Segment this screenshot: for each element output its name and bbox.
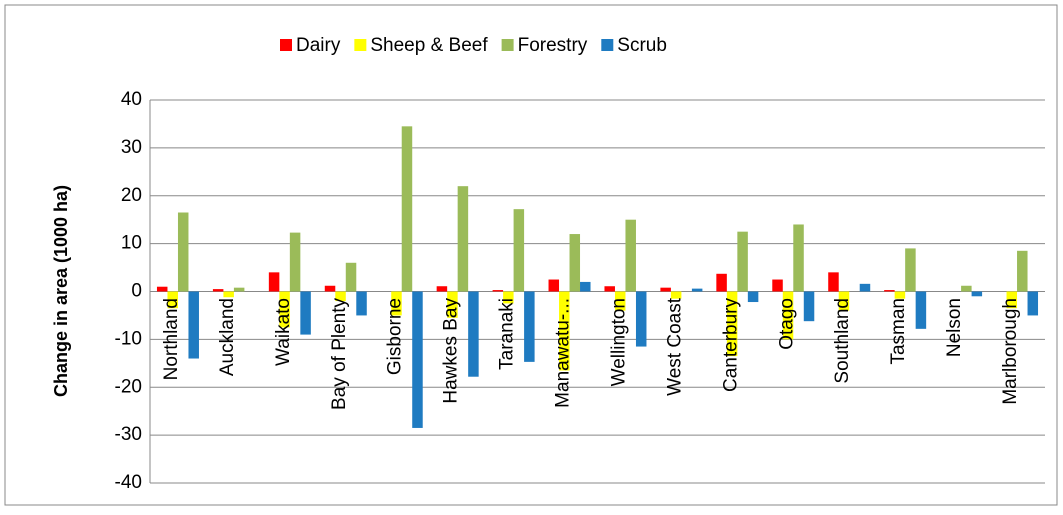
bar (279, 291, 290, 328)
bar (268, 272, 280, 292)
bar (716, 273, 727, 292)
y-tick-label: -20 (115, 376, 142, 397)
legend-label: Sheep & Beef (370, 35, 488, 56)
bar (961, 285, 972, 292)
bar (828, 272, 839, 292)
bar (188, 291, 199, 359)
bar (447, 291, 458, 318)
bar (391, 291, 402, 316)
bar (660, 287, 671, 292)
bar (356, 291, 367, 316)
x-tick-label: Otago (776, 298, 797, 350)
x-tick-label: Bay of Plenty (329, 298, 350, 410)
x-tick-label: Waikato (273, 298, 294, 366)
bar (492, 290, 504, 292)
bar (691, 288, 703, 292)
legend-swatch (280, 39, 292, 51)
bar (670, 291, 682, 299)
y-tick-label: -40 (115, 472, 142, 493)
y-tick-label: 10 (121, 233, 142, 254)
legend-label: Forestry (518, 35, 588, 56)
bar (884, 290, 895, 292)
x-tick-label: West Coast (664, 297, 685, 396)
bar (233, 287, 245, 292)
x-tick-label: Manawatu-... (553, 298, 574, 408)
x-tick-label: Auckland (217, 298, 238, 376)
bar (747, 291, 759, 303)
bar (803, 291, 815, 322)
bar (971, 291, 983, 297)
x-tick-label: Taranaki (497, 298, 518, 370)
x-tick-label: Southland (832, 298, 853, 384)
bar (915, 291, 927, 329)
chart-border (4, 4, 1058, 506)
bar (894, 291, 906, 299)
bar (905, 248, 916, 292)
bar (569, 234, 581, 292)
bar (345, 262, 357, 292)
y-tick-label: 30 (121, 137, 142, 158)
bar (335, 291, 346, 302)
bar (793, 224, 804, 292)
bar (524, 291, 535, 362)
y-tick-label: 40 (121, 89, 142, 110)
bar (548, 279, 560, 292)
bar (1017, 250, 1028, 292)
x-tick-label: Wellington (608, 298, 629, 386)
bar (300, 291, 311, 335)
bar (289, 232, 301, 292)
bar (559, 291, 570, 371)
bar (625, 219, 636, 292)
bar (737, 231, 748, 292)
bar (1006, 291, 1018, 309)
legend-label: Scrub (617, 35, 667, 56)
bar (412, 291, 423, 428)
legend-swatch (501, 39, 514, 51)
bar (838, 291, 850, 311)
bar (513, 209, 525, 292)
bar (772, 279, 783, 292)
x-tick-label: Tasman (888, 298, 909, 365)
bar (436, 286, 448, 292)
bar (212, 289, 224, 292)
y-tick-label: 0 (131, 281, 142, 302)
x-tick-label: Nelson (944, 298, 965, 357)
y-tick-label: 20 (121, 185, 142, 206)
bar (604, 286, 615, 292)
bar (167, 291, 178, 309)
y-tick-label: -10 (115, 328, 142, 349)
x-tick-label: Marlborough (1000, 298, 1021, 405)
bar (635, 291, 647, 347)
bar (468, 291, 479, 377)
x-tick-label: Northland (161, 298, 182, 380)
bar (223, 291, 234, 298)
bar (457, 186, 469, 292)
x-tick-label: Gisborne (385, 298, 406, 375)
bar (177, 212, 189, 292)
bar (503, 291, 514, 304)
bar (156, 286, 168, 292)
bar (859, 283, 871, 292)
x-tick-label: Hawkes Bay (441, 298, 462, 404)
legend-swatch (601, 39, 614, 51)
bar (401, 126, 413, 292)
bar (726, 291, 738, 357)
bar (614, 291, 626, 311)
legend-label: Dairy (296, 35, 341, 56)
bar (1027, 291, 1039, 316)
y-axis-label: Change in area (1000 ha) (51, 185, 71, 397)
bar (782, 291, 794, 340)
x-tick-label: Canterbury (720, 298, 741, 392)
bar (580, 281, 591, 292)
legend-swatch (354, 39, 367, 51)
bar (324, 285, 336, 292)
y-tick-label: -30 (115, 424, 142, 445)
